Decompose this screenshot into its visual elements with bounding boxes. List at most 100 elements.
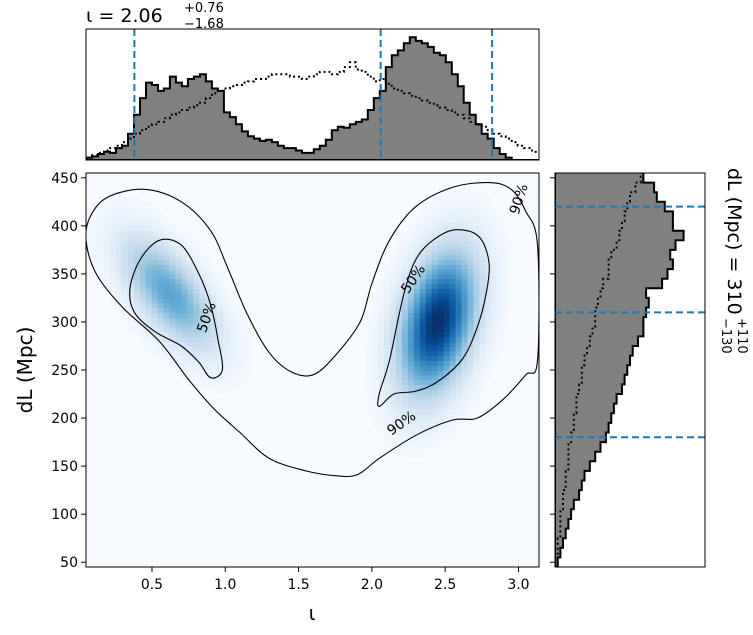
heatmap-cell [407,370,415,376]
heatmap-cell [503,307,510,313]
heatmap-cell [431,254,439,261]
heatmap-cell [401,360,409,366]
heatmap-cell [485,197,492,203]
heatmap-cell [378,307,385,313]
heatmap-cell [133,283,141,289]
heatmap-cell [115,249,123,256]
heatmap-cell [133,225,141,232]
heatmap-cell [437,197,445,203]
heatmap-cell [479,221,486,227]
heatmap-cell [479,249,486,256]
heatmap-cell [169,240,177,246]
heatmap-cell [401,321,409,328]
heatmap-cell [97,216,105,222]
heatmap-cell [443,345,451,352]
heatmap-cell [413,437,421,443]
top-prior-histogram [86,61,539,160]
heatmap-cell [461,249,469,256]
heatmap-cell [240,360,248,366]
heatmap-cell [491,355,498,361]
heatmap-cell [413,221,421,227]
heatmap-cell [437,254,445,261]
heatmap-cell [491,336,498,342]
heatmap-cell [366,408,373,414]
heatmap-cell [199,331,206,337]
heatmap-cell [395,317,403,323]
heatmap-cell [419,283,427,289]
heatmap-cell [485,230,492,237]
heatmap-cell [473,302,480,309]
heatmap-cell [467,273,475,280]
heatmap-cell [235,336,242,342]
heatmap-cell [181,240,188,246]
heatmap-cell [169,293,177,299]
heatmap-cell [193,365,200,371]
heatmap-cell [235,384,242,390]
heatmap-cell [461,297,469,304]
heatmap-cell [455,341,463,347]
heatmap-cell [401,259,409,265]
heatmap-cell [419,235,427,241]
heatmap-cell [449,192,457,198]
heatmap-cell [503,235,510,241]
heatmap-cell [401,273,409,280]
heatmap-cell [151,264,159,270]
heatmap-cell [401,398,409,405]
heatmap-cell [413,446,421,453]
heatmap-cell [419,427,427,434]
heatmap-cell [431,264,439,270]
y-tick-label: 350 [51,267,78,283]
heatmap-cell [497,249,504,256]
heatmap-cell [91,264,99,270]
heatmap-cell [479,341,486,347]
top-posterior-histogram [86,36,539,160]
heatmap-cell [389,283,397,289]
heatmap-cell [246,336,254,342]
heatmap-cell [175,297,182,304]
heatmap-cell [407,293,415,299]
heatmap-cell [395,288,403,294]
heatmap-cell [157,264,165,270]
heatmap-cell [431,365,439,371]
heatmap-cell [127,197,135,203]
heatmap-cell [372,326,379,333]
heatmap-cell [229,326,236,333]
right-marginal-histogram: dL (Mpc) = 310 +110 −130 [550,168,749,568]
heatmap-cell [199,283,206,289]
heatmap-cell [175,345,182,352]
heatmap-cell [479,350,486,357]
heatmap-cell [485,293,492,299]
heatmap-cell [407,230,415,237]
heatmap-cell [443,269,451,275]
heatmap-cell [431,360,439,366]
heatmap-cell [419,288,427,294]
heatmap-cell [419,403,427,410]
heatmap-cell [175,370,182,376]
heatmap-cell [211,288,218,294]
heatmap-cell [407,427,415,434]
heatmap-cell [485,345,492,352]
heatmap-cell [145,288,153,294]
heatmap-cell [205,336,212,342]
heatmap-cell [437,350,445,357]
heatmap-cell [205,288,212,294]
heatmap-cell [389,355,397,361]
heatmap-cell [109,273,117,280]
heatmap-cell [163,254,171,261]
heatmap-cell [384,403,391,410]
heatmap-cell [431,269,439,275]
heatmap-cell [461,355,469,361]
heatmap-cell [503,278,510,285]
heatmap-cell [223,341,230,347]
heatmap-cell [384,269,391,275]
heatmap-cell [467,221,475,227]
heatmap-cell [485,312,492,318]
heatmap-cell [199,312,206,318]
heatmap-cell [187,365,194,371]
heatmap-cell [223,312,230,318]
heatmap-cell [491,350,498,357]
heatmap-cell [497,273,504,280]
heatmap-cell [413,259,421,265]
heatmap-cell [431,321,439,328]
heatmap-cell [431,197,439,203]
